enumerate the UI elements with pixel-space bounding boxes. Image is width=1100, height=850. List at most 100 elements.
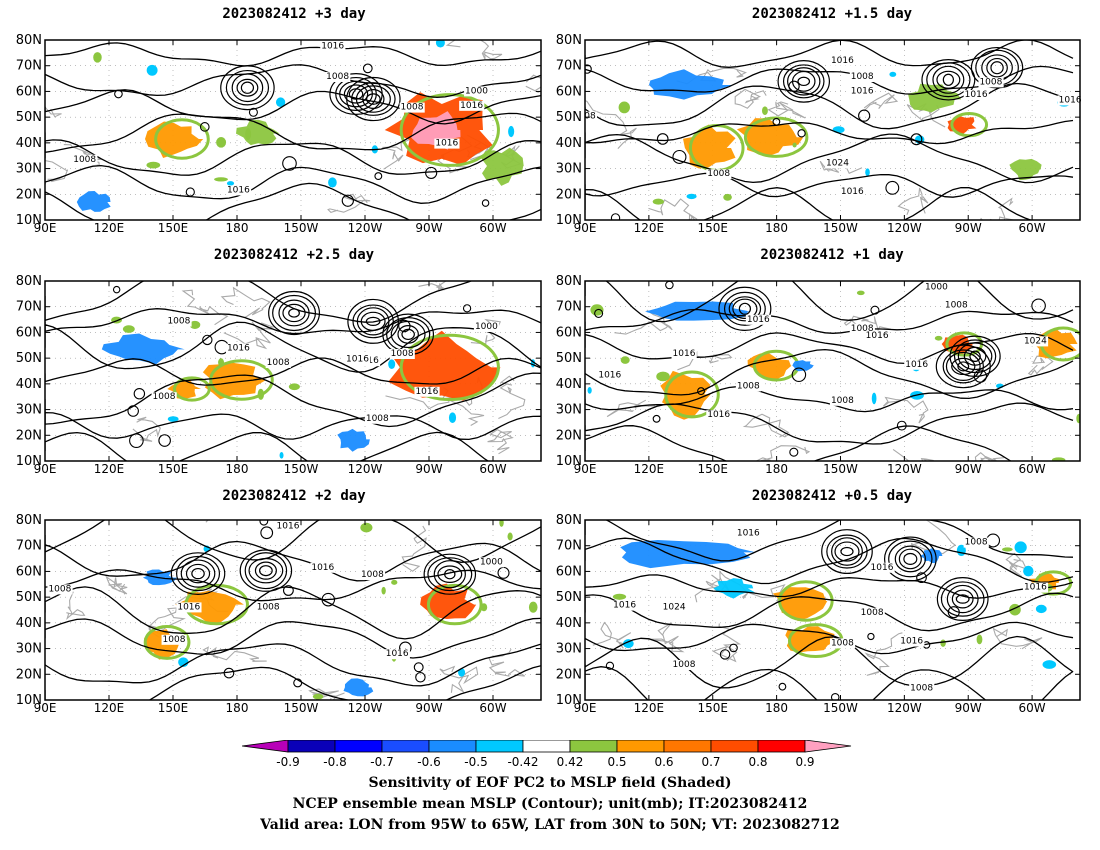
longitude-label: 120E — [94, 701, 125, 715]
shaded-region — [202, 362, 267, 400]
colorbar-tick-label: -0.6 — [417, 755, 441, 769]
shaded-region — [620, 540, 756, 569]
longitude-label: 60W — [479, 462, 506, 476]
latitude-label: 70N — [16, 59, 42, 74]
latitude-label: 40N — [16, 136, 42, 151]
shaded-region — [101, 333, 185, 365]
colorbar-tick-label: -0.8 — [323, 755, 347, 769]
contour-label: 1024 — [1024, 336, 1047, 346]
colorbar-swatch — [522, 740, 571, 753]
latitude-label: 20N — [556, 187, 582, 202]
contour-label: 1000 — [465, 86, 488, 96]
panel-title-p5: 2023082412 +2 day — [222, 488, 366, 504]
longitude-label: 180 — [226, 462, 249, 476]
contour-label: 1016 — [435, 139, 458, 149]
contour-label: 1008 — [267, 358, 290, 368]
colorbar-tick-label: 0.5 — [607, 755, 627, 769]
latitude-label: 40N — [16, 616, 42, 631]
contour-label: 1008 — [831, 638, 854, 648]
latitude-label: 40N — [16, 377, 42, 392]
longitude-label: 90W — [955, 701, 982, 715]
longitude-label: 120W — [887, 701, 922, 715]
colorbar-swatch — [287, 740, 336, 753]
colorbar-tick-label: 0.42 — [556, 755, 584, 769]
longitude-label: 120E — [634, 701, 665, 715]
panel-title-p1: 2023082412 +3 day — [222, 6, 366, 22]
colorbar-swatch — [475, 740, 524, 753]
latitude-label: 40N — [556, 377, 582, 392]
contour-label: 1008 — [707, 169, 730, 179]
colorbar-tick-label: 0.8 — [748, 755, 768, 769]
shaded-region — [713, 578, 755, 599]
shaded-region — [76, 191, 111, 212]
map-frame — [584, 39, 1081, 221]
longitude-label: 120E — [634, 221, 665, 235]
longitude-label: 150E — [697, 701, 728, 715]
contour-label: 1024 — [663, 602, 686, 612]
longitude-label: 150E — [697, 221, 728, 235]
latitude-label: 60N — [556, 564, 582, 579]
latitude-label: 30N — [16, 162, 42, 177]
contour-label: 1016 — [460, 101, 483, 111]
latitude-label: 30N — [556, 642, 582, 657]
longitude-label: 150E — [158, 221, 189, 235]
latitude-label: 60N — [556, 325, 582, 340]
latitude-label: 60N — [16, 84, 42, 99]
contour-label: 1008 — [910, 683, 933, 693]
caption-line-3: Valid area: LON from 95W to 65W, LAT fro… — [260, 817, 840, 833]
latitude-label: 70N — [556, 59, 582, 74]
longitude-label: 90E — [34, 701, 57, 715]
colorbar-swatch — [334, 740, 383, 753]
contour-label: 1008 — [861, 608, 884, 618]
longitude-label: 150E — [158, 462, 189, 476]
map-frame — [584, 519, 1081, 701]
contour-label: 1008 — [673, 660, 696, 670]
contour-label: 1016 — [277, 521, 300, 531]
latitude-label: 50N — [16, 590, 42, 605]
latitude-label: 70N — [16, 539, 42, 554]
latitude-label: 30N — [556, 162, 582, 177]
shaded-region — [175, 590, 244, 624]
map-frame — [584, 280, 1081, 462]
map-frame — [44, 39, 542, 221]
contour-label: 1008 — [831, 396, 854, 406]
longitude-label: 180 — [226, 221, 249, 235]
longitude-label: 180 — [765, 221, 788, 235]
longitude-label: 90W — [415, 701, 442, 715]
contour-label: 1008 — [851, 72, 874, 82]
longitude-label: 60W — [479, 221, 506, 235]
colorbar-arrow-left — [242, 740, 289, 753]
contour-label: 1016 — [673, 349, 696, 359]
longitude-label: 90E — [34, 462, 57, 476]
contour-label: 1016 — [177, 602, 200, 612]
longitude-label: 90E — [574, 462, 597, 476]
panel-title-p3: 2023082412 +2.5 day — [213, 247, 375, 263]
latitude-label: 50N — [556, 351, 582, 366]
latitude-label: 80N — [16, 274, 42, 289]
latitude-label: 70N — [16, 300, 42, 315]
latitude-label: 10N — [556, 213, 582, 228]
shaded-region — [908, 83, 962, 113]
longitude-label: 150E — [158, 701, 189, 715]
contour-label: 1016 — [851, 86, 874, 96]
latitude-label: 50N — [16, 110, 42, 125]
contour-label: 1016 — [227, 185, 250, 195]
map-panel-1day: 1000100810161008101610161016102410081016… — [556, 274, 1081, 476]
latitude-label: 40N — [556, 136, 582, 151]
latitude-label: 60N — [16, 564, 42, 579]
colorbar-tick-label: 0.7 — [701, 755, 721, 769]
latitude-label: 60N — [16, 325, 42, 340]
contour-label: 1016 — [831, 56, 854, 66]
colorbar-swatch — [710, 740, 759, 753]
contour-label: 1008 — [737, 381, 760, 391]
longitude-label: 150W — [823, 701, 858, 715]
longitude-label: 150W — [823, 462, 858, 476]
colorbar-swatch — [663, 740, 712, 753]
contour-label: 1016 — [598, 371, 621, 381]
longitude-label: 90W — [955, 462, 982, 476]
latitude-label: 50N — [556, 110, 582, 125]
latitude-label: 20N — [16, 187, 42, 202]
contour-label: 1016 — [415, 387, 438, 397]
contour-label: 1008 — [851, 324, 874, 334]
contour-label: 1016 — [613, 601, 636, 611]
